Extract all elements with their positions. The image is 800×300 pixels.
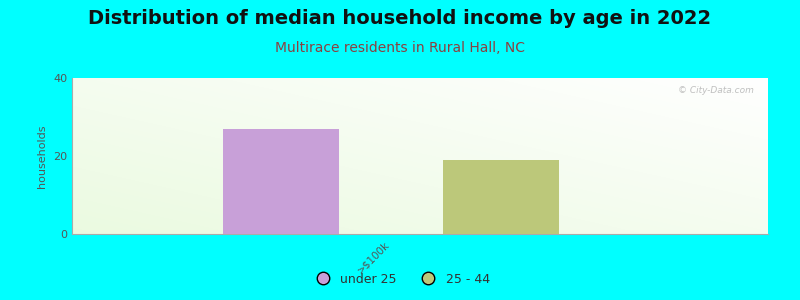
Text: Multirace residents in Rural Hall, NC: Multirace residents in Rural Hall, NC <box>275 40 525 55</box>
Bar <box>223 129 338 234</box>
Legend: under 25, 25 - 44: under 25, 25 - 44 <box>306 268 494 291</box>
Text: © City-Data.com: © City-Data.com <box>678 86 754 95</box>
Text: Distribution of median household income by age in 2022: Distribution of median household income … <box>89 9 711 28</box>
Y-axis label: households: households <box>38 124 47 188</box>
Bar <box>443 160 559 234</box>
